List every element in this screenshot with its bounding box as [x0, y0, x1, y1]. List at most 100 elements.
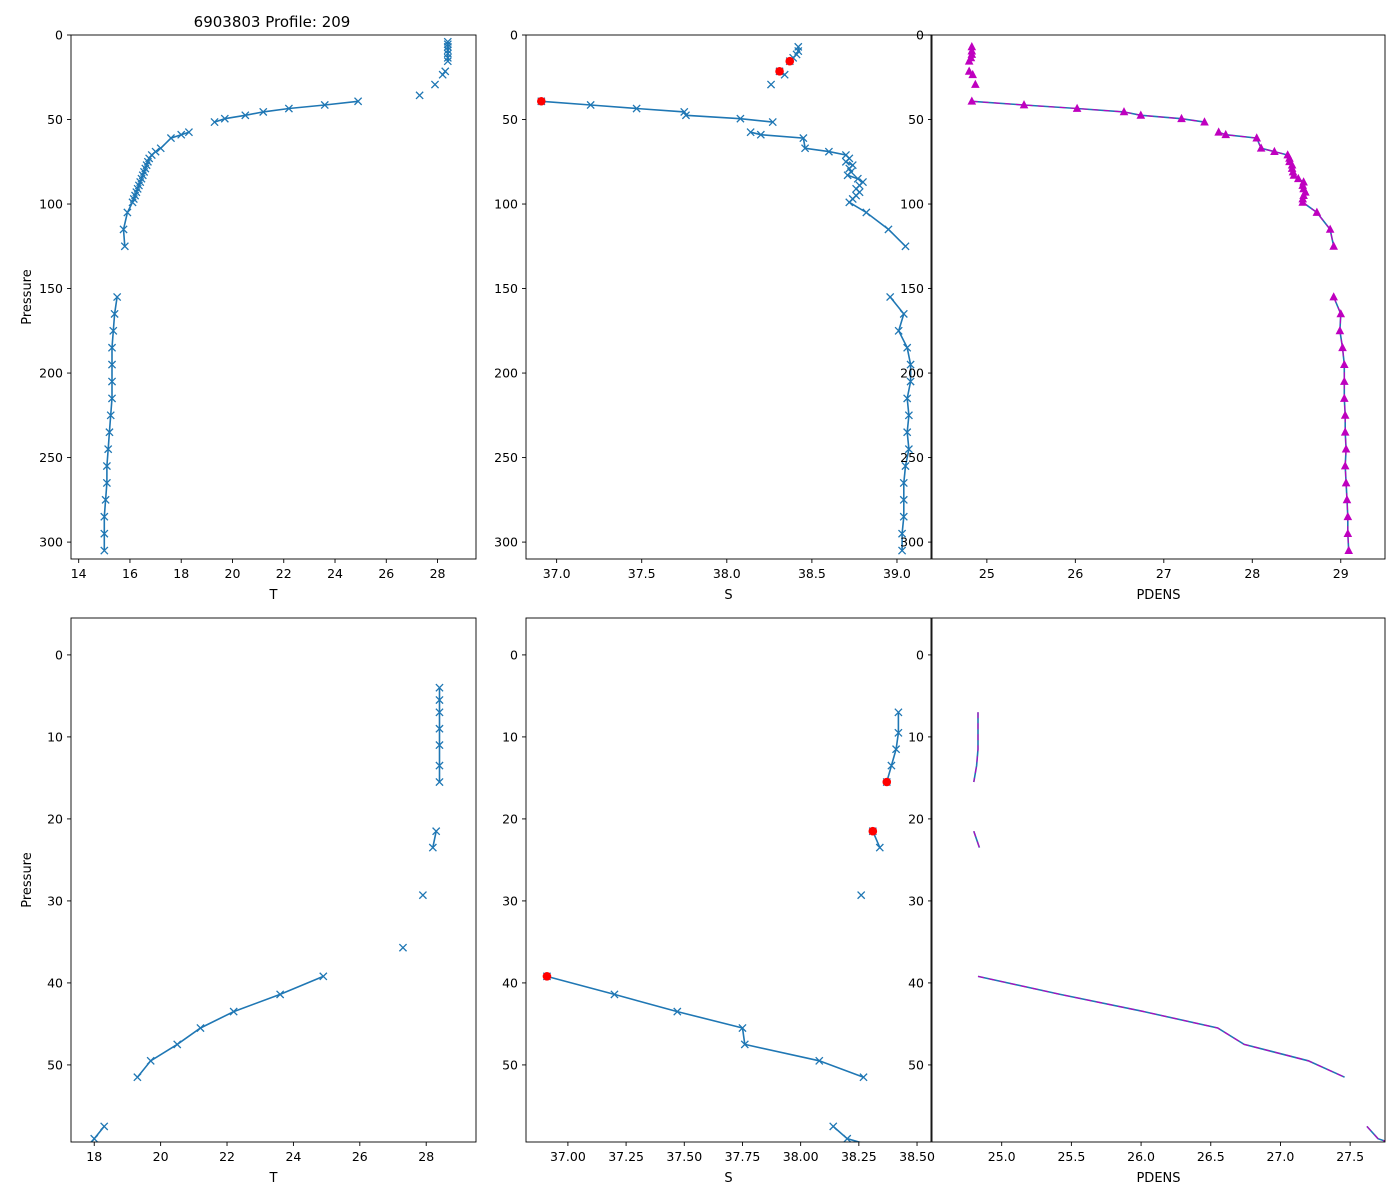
y-tick-label: 0: [510, 647, 518, 662]
data-point-triangle: [967, 42, 977, 51]
series-line: [886, 712, 900, 783]
axes-frame: [525, 617, 932, 1143]
series-line: [541, 100, 773, 123]
data-point-x: [415, 91, 424, 100]
x-tick-label: 22: [276, 566, 292, 581]
data-point-x: [435, 695, 444, 705]
panel-top-PDENS: 25 26 27 28 29 0 50 100 150 200 250 300 PDENS: [900, 28, 1386, 603]
data-point-x: [90, 1134, 99, 1142]
panel-bottom-PDENS: 25.0 25.5 26.0 26.5 27.0 27.5 0 10 20 30 40 50 PDENS: [908, 617, 1386, 1186]
flagged-point: [775, 67, 784, 76]
data-point-x: [740, 1040, 749, 1049]
y-tick-label: 0: [55, 647, 63, 662]
x-axis-label: T: [269, 1171, 278, 1186]
data-point-x: [443, 42, 452, 51]
data-point-triangle: [1340, 359, 1349, 369]
data-point-x: [435, 741, 444, 750]
y-tick-label: 150: [900, 281, 924, 296]
data-point-triangle: [1335, 326, 1345, 335]
data-point-x: [815, 1056, 824, 1065]
flagged-point: [868, 826, 878, 836]
data-point-x: [898, 529, 907, 538]
data-point-x: [903, 343, 912, 352]
density-dashed-line: [977, 975, 1345, 1078]
x-tick-label: 38.25: [841, 1149, 877, 1164]
data-point-x: [177, 130, 186, 139]
data-point-x: [220, 114, 229, 123]
y-tick-label: 150: [39, 281, 63, 296]
plot-area: [964, 42, 1354, 554]
data-point-x: [113, 292, 122, 302]
data-point-x: [107, 377, 117, 386]
data-point-triangle: [1340, 461, 1350, 470]
data-point-x: [894, 728, 903, 737]
density-dashed-line: [1366, 1126, 1385, 1142]
data-point-x: [904, 445, 913, 454]
data-point-x: [430, 80, 440, 89]
data-point-x: [435, 708, 444, 717]
data-point-x: [899, 512, 908, 521]
y-tick-label: 40: [908, 975, 924, 990]
flagged-point: [785, 56, 795, 66]
data-point-x: [438, 70, 447, 79]
y-tick-label: 50: [908, 1057, 924, 1072]
data-point-x: [435, 777, 444, 787]
x-tick-label: 20: [225, 566, 241, 581]
data-point-x: [100, 512, 109, 521]
data-point-triangle: [1338, 342, 1347, 352]
data-point-x: [435, 683, 444, 692]
x-tick-label: 38.00: [783, 1149, 819, 1164]
data-point-x: [899, 495, 908, 504]
y-tick-label: 40: [47, 975, 63, 990]
density-dashed-line: [973, 712, 979, 783]
x-axis-label: S: [724, 1171, 732, 1186]
data-point-x: [894, 326, 903, 335]
flagged-point: [882, 777, 892, 787]
data-point-triangle: [1119, 107, 1129, 116]
y-tick-label: 0: [55, 28, 63, 43]
x-tick-label: 28: [430, 566, 446, 581]
data-point-triangle: [1293, 173, 1303, 183]
data-point-triangle: [1329, 241, 1338, 250]
axes-frame: [931, 617, 1386, 1143]
y-tick-label: 250: [39, 450, 63, 465]
data-point-x: [766, 80, 776, 89]
density-dashed-line: [1218, 131, 1335, 247]
data-point-triangle: [1200, 117, 1209, 126]
data-point-x: [101, 495, 110, 504]
data-point-x: [887, 761, 896, 770]
series-line: [971, 100, 1205, 123]
data-point-triangle: [1177, 113, 1186, 123]
y-tick-label: 300: [39, 535, 63, 550]
data-point-x: [146, 1056, 155, 1065]
x-tick-label: 39.0: [883, 566, 911, 581]
y-tick-label: 10: [47, 729, 63, 744]
y-tick-label: 0: [916, 28, 924, 43]
flagged-point: [537, 96, 546, 106]
data-point-x: [435, 724, 444, 733]
data-point-triangle: [1341, 478, 1351, 487]
data-point-x: [210, 117, 219, 127]
data-point-x: [681, 111, 691, 120]
data-point-x: [319, 972, 328, 981]
x-tick-label: 22: [219, 1149, 235, 1164]
data-point-x: [398, 943, 408, 952]
data-point-triangle: [964, 56, 974, 65]
x-tick-label: 37.50: [666, 1149, 702, 1164]
panel-bottom-T: 18 20 22 24 26 28 0 10 20 30 40 50 T Pressure: [20, 617, 477, 1186]
data-point-triangle: [1340, 427, 1350, 436]
data-point-x: [843, 171, 852, 180]
data-point-x: [259, 107, 268, 116]
data-point-x: [109, 326, 118, 335]
data-point-triangle: [971, 79, 980, 88]
data-point-triangle: [1214, 127, 1223, 136]
data-point-x: [156, 144, 165, 153]
data-point-triangle: [1342, 495, 1352, 504]
y-tick-label: 50: [908, 112, 924, 127]
data-point-x: [799, 134, 808, 143]
plot-area: [537, 42, 915, 555]
data-point-x: [241, 111, 250, 120]
data-point-x: [100, 546, 109, 555]
data-point-x: [428, 843, 437, 852]
data-point-x: [443, 46, 452, 55]
